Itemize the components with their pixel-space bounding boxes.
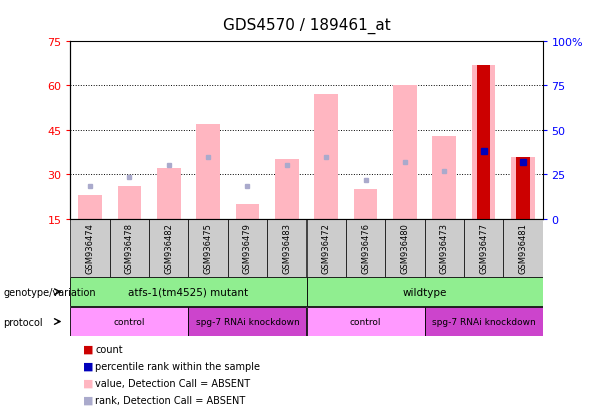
- Text: count: count: [95, 344, 123, 354]
- Bar: [385, 219, 424, 277]
- Text: GSM936479: GSM936479: [243, 223, 252, 273]
- Text: percentile rank within the sample: percentile rank within the sample: [95, 361, 260, 371]
- Text: spg-7 RNAi knockdown: spg-7 RNAi knockdown: [196, 317, 299, 326]
- Text: GSM936474: GSM936474: [86, 223, 94, 273]
- Text: atfs-1(tm4525) mutant: atfs-1(tm4525) mutant: [129, 287, 248, 297]
- Text: GSM936483: GSM936483: [283, 223, 291, 274]
- Bar: [516, 157, 530, 219]
- Text: GSM936472: GSM936472: [322, 223, 330, 273]
- Bar: [511, 157, 535, 219]
- Text: control: control: [114, 317, 145, 326]
- Bar: [306, 219, 346, 277]
- Text: genotype/variation: genotype/variation: [3, 287, 96, 297]
- Text: wildtype: wildtype: [402, 287, 447, 297]
- Bar: [503, 219, 543, 277]
- Bar: [267, 219, 306, 277]
- Bar: [346, 219, 385, 277]
- Text: GSM936480: GSM936480: [400, 223, 409, 273]
- Text: ■: ■: [83, 361, 93, 371]
- Bar: [432, 136, 456, 219]
- Text: protocol: protocol: [3, 317, 43, 327]
- Bar: [157, 169, 181, 219]
- Text: spg-7 RNAi knockdown: spg-7 RNAi knockdown: [432, 317, 535, 326]
- Bar: [306, 278, 543, 306]
- Bar: [464, 219, 503, 277]
- Bar: [393, 86, 417, 219]
- Text: value, Detection Call = ABSENT: value, Detection Call = ABSENT: [95, 378, 250, 388]
- Bar: [189, 219, 228, 277]
- Bar: [471, 65, 495, 219]
- Text: ■: ■: [83, 344, 93, 354]
- Bar: [149, 219, 189, 277]
- Bar: [424, 307, 543, 336]
- Bar: [118, 187, 142, 219]
- Bar: [235, 204, 259, 219]
- Bar: [477, 65, 490, 219]
- Bar: [228, 219, 267, 277]
- Bar: [70, 219, 110, 277]
- Text: GSM936473: GSM936473: [440, 223, 449, 274]
- Text: rank, Detection Call = ABSENT: rank, Detection Call = ABSENT: [95, 395, 245, 405]
- Text: GSM936481: GSM936481: [519, 223, 527, 273]
- Text: GSM936478: GSM936478: [125, 223, 134, 274]
- Bar: [196, 125, 220, 219]
- Bar: [314, 95, 338, 219]
- Text: GSM936482: GSM936482: [164, 223, 173, 273]
- Bar: [354, 190, 377, 219]
- Text: GSM936475: GSM936475: [204, 223, 213, 273]
- Bar: [78, 196, 102, 219]
- Bar: [189, 307, 306, 336]
- Bar: [275, 160, 299, 219]
- Text: GDS4570 / 189461_at: GDS4570 / 189461_at: [223, 17, 390, 33]
- Bar: [70, 278, 306, 306]
- Bar: [110, 219, 149, 277]
- Bar: [70, 307, 189, 336]
- Text: ■: ■: [83, 395, 93, 405]
- Text: ■: ■: [83, 378, 93, 388]
- Text: GSM936477: GSM936477: [479, 223, 488, 274]
- Bar: [424, 219, 464, 277]
- Bar: [306, 307, 424, 336]
- Text: control: control: [350, 317, 381, 326]
- Text: GSM936476: GSM936476: [361, 223, 370, 274]
